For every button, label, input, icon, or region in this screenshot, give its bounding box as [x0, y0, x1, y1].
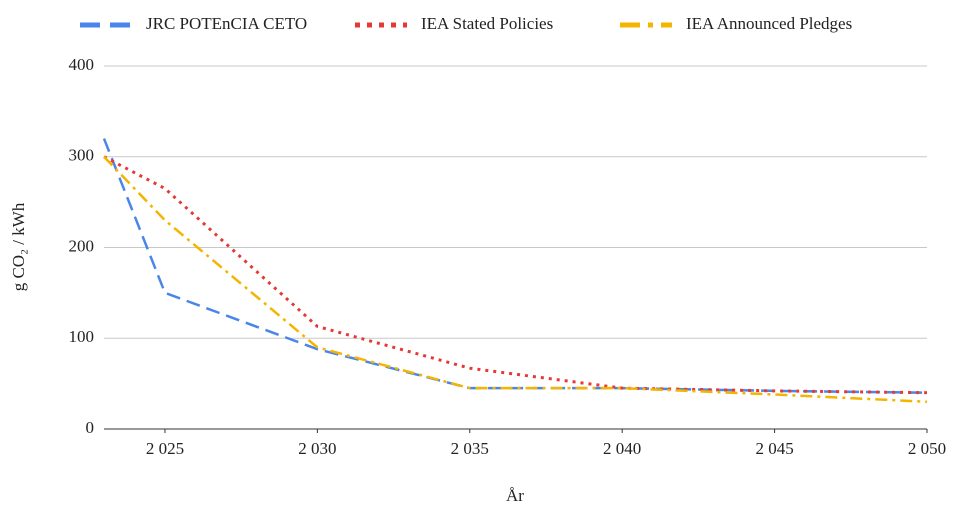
y-tick-label: 200 [69, 236, 95, 255]
x-tick-label: 2 035 [451, 439, 489, 458]
y-tick-label: 100 [69, 327, 95, 346]
y-tick-label: 0 [86, 418, 95, 437]
x-tick-label: 2 045 [755, 439, 793, 458]
series-line [102, 138, 928, 394]
legend-label: JRC POTEnCIA CETO [146, 14, 307, 33]
x-tick-label: 2 025 [146, 439, 184, 458]
y-tick-label: 300 [69, 146, 95, 165]
x-tick-label: 2 050 [908, 439, 946, 458]
series-line [103, 155, 928, 395]
x-axis-label: År [506, 486, 524, 505]
series-line [103, 155, 928, 404]
y-tick-label: 400 [69, 55, 95, 74]
x-tick-label: 2 030 [298, 439, 336, 458]
legend-label: IEA Stated Policies [421, 14, 553, 33]
x-tick-label: 2 040 [603, 439, 641, 458]
y-axis-label: g CO₂ / kWh [9, 202, 28, 291]
legend-label: IEA Announced Pledges [686, 14, 852, 33]
